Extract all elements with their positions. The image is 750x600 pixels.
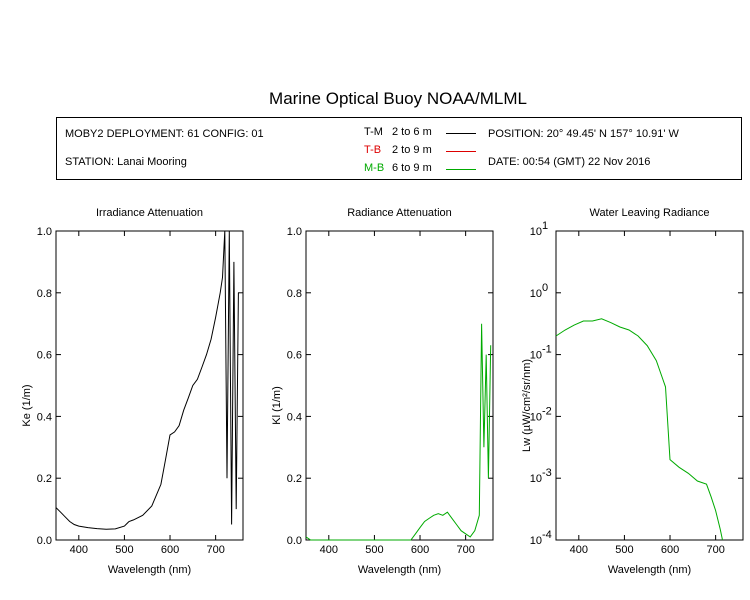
x-tick-label: 600 (661, 544, 679, 556)
legend-range-tb: 2 to 9 m (392, 144, 432, 156)
y-tick-label: 0.0 (37, 535, 52, 547)
y-tick-label: 1.0 (37, 226, 52, 238)
date-label: DATE: 00:54 (GMT) 22 Nov 2016 (488, 156, 651, 168)
x-tick-label: 600 (411, 544, 429, 556)
y-tick-label: 10 (530, 535, 542, 547)
x-tick-label: 700 (456, 544, 474, 556)
plot-frame (305, 230, 494, 541)
x-tick-label: 500 (615, 544, 633, 556)
position-label: POSITION: 20° 49.45' N 157° 10.91' W (488, 128, 679, 140)
legend-line-tb (446, 151, 476, 152)
x-axis-label: Wavelength (nm) (108, 564, 191, 576)
x-tick-label: 700 (706, 544, 724, 556)
y-tick-label: 10 (530, 226, 542, 238)
y-tick-label: 0.6 (37, 350, 52, 362)
y-axis-label: Ke (1/m) (21, 384, 33, 426)
x-tick-label: 500 (365, 544, 383, 556)
chart-title: Water Leaving Radiance (589, 207, 709, 219)
x-tick-label: 700 (206, 544, 224, 556)
y-tick-label: 10 (530, 473, 542, 485)
legend-name-tm: T-M (364, 126, 383, 138)
y-tick-label: 0.2 (287, 473, 302, 485)
x-tick-label: 400 (70, 544, 88, 556)
legend-range-mb: 6 to 9 m (392, 162, 432, 174)
y-axis-label: Lw (µW/cm²/sr/nm) (521, 359, 533, 452)
y-tick-label: 1.0 (287, 226, 302, 238)
y-tick-label: 10 (530, 288, 542, 300)
y-tick-label: 10 (530, 411, 542, 423)
y-tick-label: 0.8 (37, 288, 52, 300)
y-axis-label: Kl (1/m) (271, 386, 283, 425)
x-tick-label: 400 (570, 544, 588, 556)
x-tick-label: 500 (115, 544, 133, 556)
deployment-label: MOBY2 DEPLOYMENT: 61 CONFIG: 01 (65, 128, 264, 140)
chart-title: Irradiance Attenuation (96, 207, 203, 219)
y-tick-exponent: -2 (542, 405, 552, 417)
info-box: MOBY2 DEPLOYMENT: 61 CONFIG: 01 STATION:… (56, 117, 742, 180)
series-line-t-m (55, 230, 239, 530)
legend-line-mb (446, 169, 476, 170)
x-axis-label: Wavelength (nm) (608, 564, 691, 576)
series-line-m-b (555, 318, 723, 541)
legend-name-tb: T-B (364, 144, 382, 156)
y-tick-label: 0.0 (287, 535, 302, 547)
station-label: STATION: Lanai Mooring (65, 156, 187, 168)
y-tick-label: 0.4 (287, 411, 302, 423)
y-tick-exponent: -3 (542, 467, 552, 479)
legend-line-tm (446, 133, 476, 134)
y-tick-exponent: -4 (542, 529, 552, 541)
x-tick-label: 600 (161, 544, 179, 556)
y-tick-label: 10 (530, 350, 542, 362)
plot-frame (55, 230, 244, 541)
legend-name-mb: M-B (364, 162, 385, 174)
page-title: Marine Optical Buoy NOAA/MLML (269, 89, 527, 108)
y-tick-label: 0.4 (37, 411, 52, 423)
series-line-m-b (305, 323, 492, 541)
y-tick-exponent: -1 (542, 344, 552, 356)
chart-title: Radiance Attenuation (347, 207, 452, 219)
legend-range-tm: 2 to 6 m (392, 126, 432, 138)
plot-frame (555, 230, 744, 541)
y-tick-exponent: 0 (542, 282, 548, 294)
x-axis-label: Wavelength (nm) (358, 564, 441, 576)
y-tick-label: 0.8 (287, 288, 302, 300)
x-tick-label: 400 (320, 544, 338, 556)
y-tick-label: 0.6 (287, 350, 302, 362)
y-tick-label: 0.2 (37, 473, 52, 485)
y-tick-exponent: 1 (542, 220, 548, 232)
